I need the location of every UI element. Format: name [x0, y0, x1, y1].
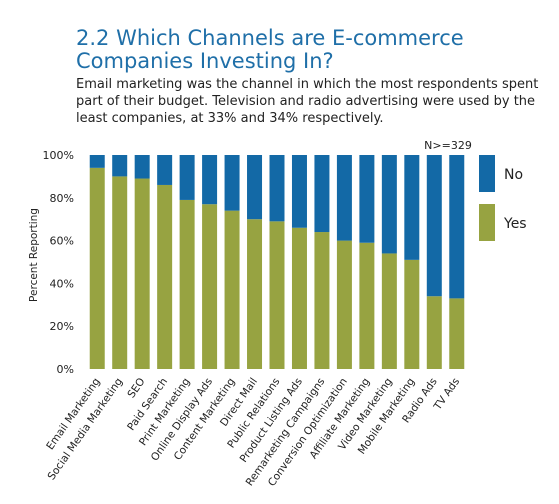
bar-yes	[381, 253, 397, 369]
sample-size-annotation: N>=329	[424, 139, 472, 152]
bar-no	[224, 155, 240, 211]
bar-yes	[112, 176, 128, 369]
bar-no	[134, 155, 150, 179]
bar-no	[359, 155, 375, 243]
x-tick-label: SEO	[125, 376, 147, 401]
bar-yes	[359, 242, 375, 369]
bar-no	[247, 155, 263, 220]
bar-no	[269, 155, 285, 222]
bar-yes	[404, 259, 420, 369]
bar-yes	[336, 240, 352, 369]
bar-no	[112, 155, 128, 177]
y-axis: 0% 20% 40% 60% 80% 100%	[43, 149, 74, 376]
y-tick-label: 0%	[57, 363, 74, 376]
bar-yes	[314, 232, 330, 369]
y-axis-label: Percent Reporting	[28, 208, 40, 302]
bar-yes	[224, 210, 240, 369]
bar-yes	[269, 221, 285, 369]
bar-no	[336, 155, 352, 241]
bar-yes	[426, 296, 442, 369]
y-tick-label: 40%	[50, 277, 74, 290]
bar-no	[89, 155, 105, 168]
chart-title: 2.2 Which Channels are E-commerce Compan…	[76, 26, 464, 73]
bar-no	[314, 155, 330, 233]
y-tick-label: 60%	[50, 235, 74, 248]
legend-label-no: No	[504, 167, 523, 183]
y-tick-label: 100%	[43, 149, 74, 162]
bar-no	[404, 155, 420, 260]
chart-description: Email marketing was the channel in which…	[76, 77, 539, 126]
bar-yes	[134, 178, 150, 369]
legend-swatch-yes	[479, 204, 495, 241]
bar-yes	[202, 204, 218, 369]
bar-yes	[157, 184, 173, 369]
bar-series	[89, 155, 465, 369]
bar-no	[179, 155, 195, 200]
y-tick-label: 80%	[50, 192, 74, 205]
bar-no	[157, 155, 173, 185]
bar-no	[426, 155, 442, 297]
bar-no	[449, 155, 465, 299]
legend-swatch-no	[479, 155, 495, 192]
bar-yes	[247, 219, 263, 369]
bar-yes	[179, 199, 195, 369]
bar-yes	[449, 298, 465, 369]
bar-no	[202, 155, 218, 205]
bar-no	[291, 155, 307, 228]
bar-yes	[89, 167, 105, 369]
y-tick-label: 20%	[50, 320, 74, 333]
bar-yes	[291, 227, 307, 369]
legend-label-yes: Yes	[503, 216, 527, 232]
bar-no	[381, 155, 397, 254]
legend: No Yes	[479, 155, 527, 241]
